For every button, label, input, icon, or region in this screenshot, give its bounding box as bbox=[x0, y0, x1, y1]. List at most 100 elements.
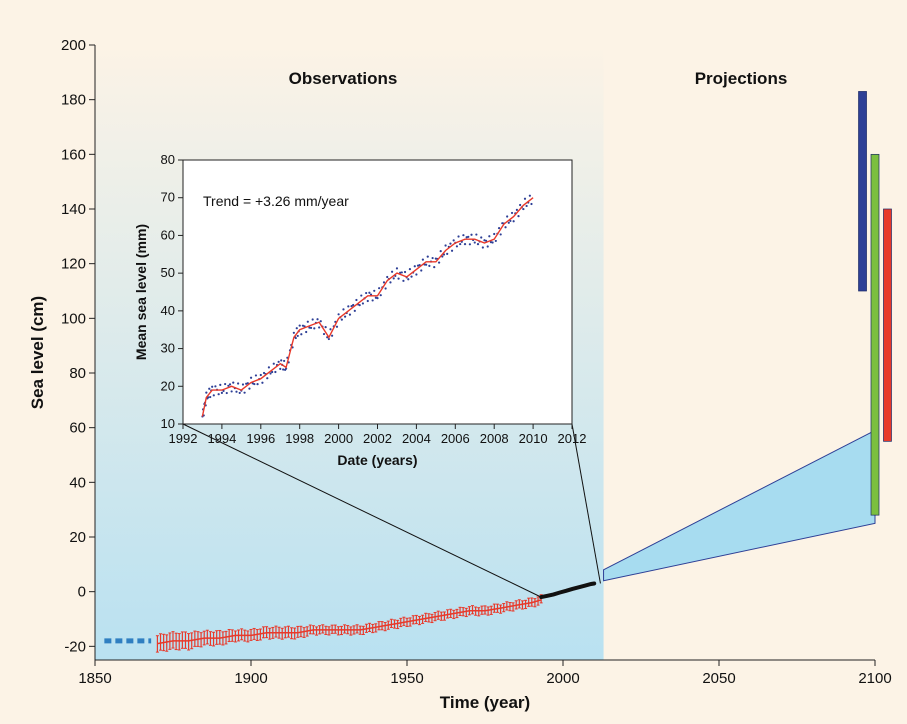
trend-annotation: Trend = +3.26 mm/year bbox=[203, 193, 349, 209]
inset-data-dot bbox=[255, 374, 257, 376]
inset-data-dot bbox=[488, 235, 490, 237]
x-tick-label: 1900 bbox=[234, 670, 267, 687]
inset-data-dot bbox=[347, 305, 349, 307]
inset-data-dot bbox=[462, 234, 464, 236]
inset-data-dot bbox=[221, 392, 223, 394]
inset-data-dot bbox=[440, 250, 442, 252]
projections-label: Projections bbox=[695, 69, 788, 88]
inset-data-dot bbox=[329, 328, 331, 330]
inset-data-dot bbox=[296, 327, 298, 329]
inset-data-dot bbox=[498, 227, 500, 229]
y-tick-label: 200 bbox=[61, 37, 86, 54]
inset-data-dot bbox=[516, 209, 518, 211]
y-tick-label: 0 bbox=[78, 584, 86, 601]
inset-data-dot bbox=[444, 244, 446, 246]
inset-y-tick-label: 30 bbox=[161, 341, 175, 356]
inset-data-dot bbox=[344, 316, 346, 318]
inset-data-dot bbox=[401, 271, 403, 273]
inset-data-dot bbox=[214, 385, 216, 387]
inset-y-tick-label: 50 bbox=[161, 265, 175, 280]
inset-data-dot bbox=[389, 281, 391, 283]
inset-data-dot bbox=[457, 235, 459, 237]
inset-data-dot bbox=[307, 321, 309, 323]
observations-label: Observations bbox=[289, 69, 398, 88]
inset-data-dot bbox=[278, 361, 280, 363]
inset-x-tick-label: 2000 bbox=[324, 431, 353, 446]
inset-data-dot bbox=[283, 360, 285, 362]
inset-data-dot bbox=[386, 276, 388, 278]
inset-data-dot bbox=[407, 278, 409, 280]
inset-data-dot bbox=[256, 383, 258, 385]
inset-data-dot bbox=[372, 299, 374, 301]
inset-data-dot bbox=[362, 302, 364, 304]
inset-data-dot bbox=[253, 383, 255, 385]
projection-bar bbox=[883, 209, 891, 441]
inset-data-dot bbox=[526, 205, 528, 207]
inset-data-dot bbox=[235, 391, 237, 393]
inset-data-dot bbox=[433, 266, 435, 268]
inset-data-dot bbox=[373, 290, 375, 292]
projection-range-wedge bbox=[604, 430, 875, 580]
inset-y-tick-label: 20 bbox=[161, 378, 175, 393]
inset-data-dot bbox=[410, 276, 412, 278]
x-tick-label: 2100 bbox=[858, 670, 891, 687]
inset-data-dot bbox=[229, 383, 231, 385]
inset-y-tick-label: 60 bbox=[161, 227, 175, 242]
inset-data-dot bbox=[280, 359, 282, 361]
inset-x-tick-label: 1998 bbox=[285, 431, 314, 446]
inset-data-dot bbox=[391, 271, 393, 273]
x-tick-label: 1950 bbox=[390, 670, 423, 687]
x-tick-label: 2000 bbox=[546, 670, 579, 687]
inset-data-dot bbox=[378, 287, 380, 289]
inset-data-dot bbox=[480, 236, 482, 238]
inset-data-dot bbox=[414, 265, 416, 267]
inset-data-dot bbox=[293, 332, 295, 334]
inset-data-dot bbox=[282, 368, 284, 370]
inset-data-dot bbox=[320, 320, 322, 322]
inset-data-dot bbox=[508, 222, 510, 224]
inset-data-dot bbox=[325, 326, 327, 328]
inset-data-dot bbox=[376, 297, 378, 299]
inset-data-dot bbox=[477, 243, 479, 245]
inset-x-tick-label: 2006 bbox=[441, 431, 470, 446]
inset-x-tick-label: 2008 bbox=[480, 431, 509, 446]
inset-data-dot bbox=[404, 271, 406, 273]
inset-data-dot bbox=[529, 195, 531, 197]
inset-data-dot bbox=[432, 257, 434, 259]
inset-data-dot bbox=[242, 383, 244, 385]
inset-data-dot bbox=[504, 226, 506, 228]
inset-data-dot bbox=[427, 256, 429, 258]
inset-data-dot bbox=[313, 327, 315, 329]
inset-data-dot bbox=[385, 287, 387, 289]
inset-x-tick-label: 2002 bbox=[363, 431, 392, 446]
inset-data-dot bbox=[487, 245, 489, 247]
inset-y-tick-label: 70 bbox=[161, 190, 175, 205]
inset-data-dot bbox=[268, 366, 270, 368]
inset-data-dot bbox=[355, 299, 357, 301]
y-tick-label: 40 bbox=[69, 474, 86, 491]
inset-data-dot bbox=[513, 220, 515, 222]
inset-data-dot bbox=[312, 318, 314, 320]
inset-data-dot bbox=[420, 269, 422, 271]
inset-data-dot bbox=[213, 394, 215, 396]
inset-data-dot bbox=[318, 326, 320, 328]
inset-data-dot bbox=[402, 280, 404, 282]
y-tick-label: 180 bbox=[61, 92, 86, 109]
inset-data-dot bbox=[446, 253, 448, 255]
inset-data-dot bbox=[336, 326, 338, 328]
inset-data-dot bbox=[475, 233, 477, 235]
inset-data-dot bbox=[469, 243, 471, 245]
inset-data-dot bbox=[464, 243, 466, 245]
inset-data-dot bbox=[495, 240, 497, 242]
inset-data-dot bbox=[231, 390, 233, 392]
x-tick-label: 1850 bbox=[78, 670, 111, 687]
inset-y-axis-title: Mean sea level (mm) bbox=[133, 224, 149, 360]
y-tick-label: 60 bbox=[69, 420, 86, 437]
inset-data-dot bbox=[451, 250, 453, 252]
inset-data-dot bbox=[396, 267, 398, 269]
inset-data-dot bbox=[367, 300, 369, 302]
inset-x-tick-label: 1994 bbox=[207, 431, 236, 446]
inset-data-dot bbox=[380, 294, 382, 296]
y-tick-label: -20 bbox=[64, 638, 86, 655]
